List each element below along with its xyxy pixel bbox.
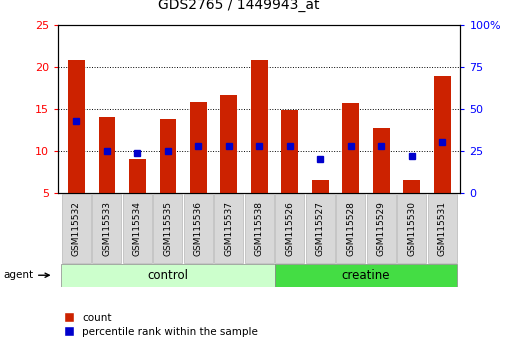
Text: GSM115537: GSM115537 [224, 201, 233, 256]
Bar [281, 110, 297, 193]
Text: agent: agent [3, 270, 49, 280]
Bar [342, 103, 359, 193]
FancyBboxPatch shape [366, 194, 395, 263]
Text: GSM115528: GSM115528 [345, 201, 355, 256]
FancyBboxPatch shape [183, 194, 213, 263]
Bar [159, 119, 176, 193]
FancyBboxPatch shape [214, 194, 243, 263]
FancyBboxPatch shape [336, 194, 365, 263]
Bar [98, 117, 115, 193]
Bar [311, 180, 328, 193]
Bar [372, 128, 389, 193]
FancyBboxPatch shape [244, 194, 273, 263]
FancyBboxPatch shape [274, 264, 457, 287]
Text: GSM115530: GSM115530 [407, 201, 416, 256]
FancyBboxPatch shape [123, 194, 152, 263]
Text: GSM115536: GSM115536 [193, 201, 203, 256]
Bar [402, 180, 419, 193]
FancyBboxPatch shape [275, 194, 304, 263]
FancyBboxPatch shape [305, 194, 334, 263]
FancyBboxPatch shape [427, 194, 456, 263]
Text: GDS2765 / 1449943_at: GDS2765 / 1449943_at [158, 0, 319, 12]
Text: GSM115535: GSM115535 [163, 201, 172, 256]
Text: GSM115538: GSM115538 [255, 201, 263, 256]
Bar [433, 76, 449, 193]
Bar [189, 102, 207, 193]
Bar [250, 60, 267, 193]
Text: GSM115526: GSM115526 [285, 201, 294, 256]
Text: GSM115531: GSM115531 [437, 201, 446, 256]
Legend: count, percentile rank within the sample: count, percentile rank within the sample [63, 313, 258, 337]
Bar [68, 60, 85, 193]
Text: GSM115532: GSM115532 [72, 201, 81, 256]
Text: GSM115534: GSM115534 [133, 201, 141, 256]
Bar [129, 159, 145, 193]
FancyBboxPatch shape [62, 194, 91, 263]
Text: GSM115527: GSM115527 [315, 201, 324, 256]
FancyBboxPatch shape [61, 264, 274, 287]
Bar [220, 95, 237, 193]
Text: creatine: creatine [341, 269, 389, 282]
FancyBboxPatch shape [153, 194, 182, 263]
Text: GSM115533: GSM115533 [102, 201, 111, 256]
FancyBboxPatch shape [396, 194, 425, 263]
FancyBboxPatch shape [92, 194, 121, 263]
Text: control: control [147, 269, 188, 282]
Text: GSM115529: GSM115529 [376, 201, 385, 256]
